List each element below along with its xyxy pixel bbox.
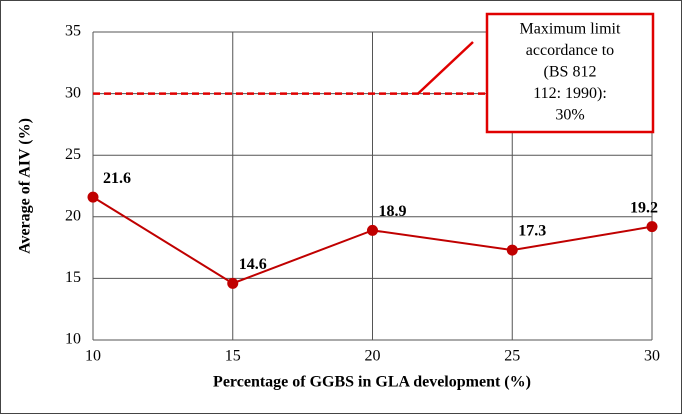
annotation-text: Maximum limit [520,21,621,38]
x-tick-label: 15 [225,348,241,365]
annotation-text: 30% [555,107,584,124]
data-label: 17.3 [518,223,546,240]
marker [227,277,239,289]
annotation-text: (BS 812 [544,64,597,81]
y-axis-label: Average of AIV (%) [17,118,34,254]
x-tick-label: 10 [85,348,101,365]
x-tick-label: 25 [504,348,520,365]
y-tick-label: 10 [65,331,81,348]
marker [367,224,378,236]
x-axis-label: Percentage of GGBS in GLA development (%… [213,374,531,391]
annotation-text: 112: 1990): [533,85,607,102]
callout-line [417,41,474,95]
y-tick-label: 35 [65,23,81,40]
x-tick-label: 20 [365,348,381,365]
marker [87,191,99,203]
x-tick-label: 30 [644,348,660,365]
annotation-text: accordance to [526,42,614,59]
y-tick-label: 25 [65,146,81,163]
data-label: 19.2 [630,199,658,216]
annotation-box [485,12,655,134]
data-label: 18.9 [379,203,407,220]
y-tick-label: 20 [65,207,81,224]
y-tick-label: 30 [65,84,81,101]
data-label: 14.6 [239,256,267,273]
data-label: 21.6 [103,170,131,187]
marker [506,244,518,256]
y-tick-label: 15 [65,269,81,286]
marker [646,221,658,233]
